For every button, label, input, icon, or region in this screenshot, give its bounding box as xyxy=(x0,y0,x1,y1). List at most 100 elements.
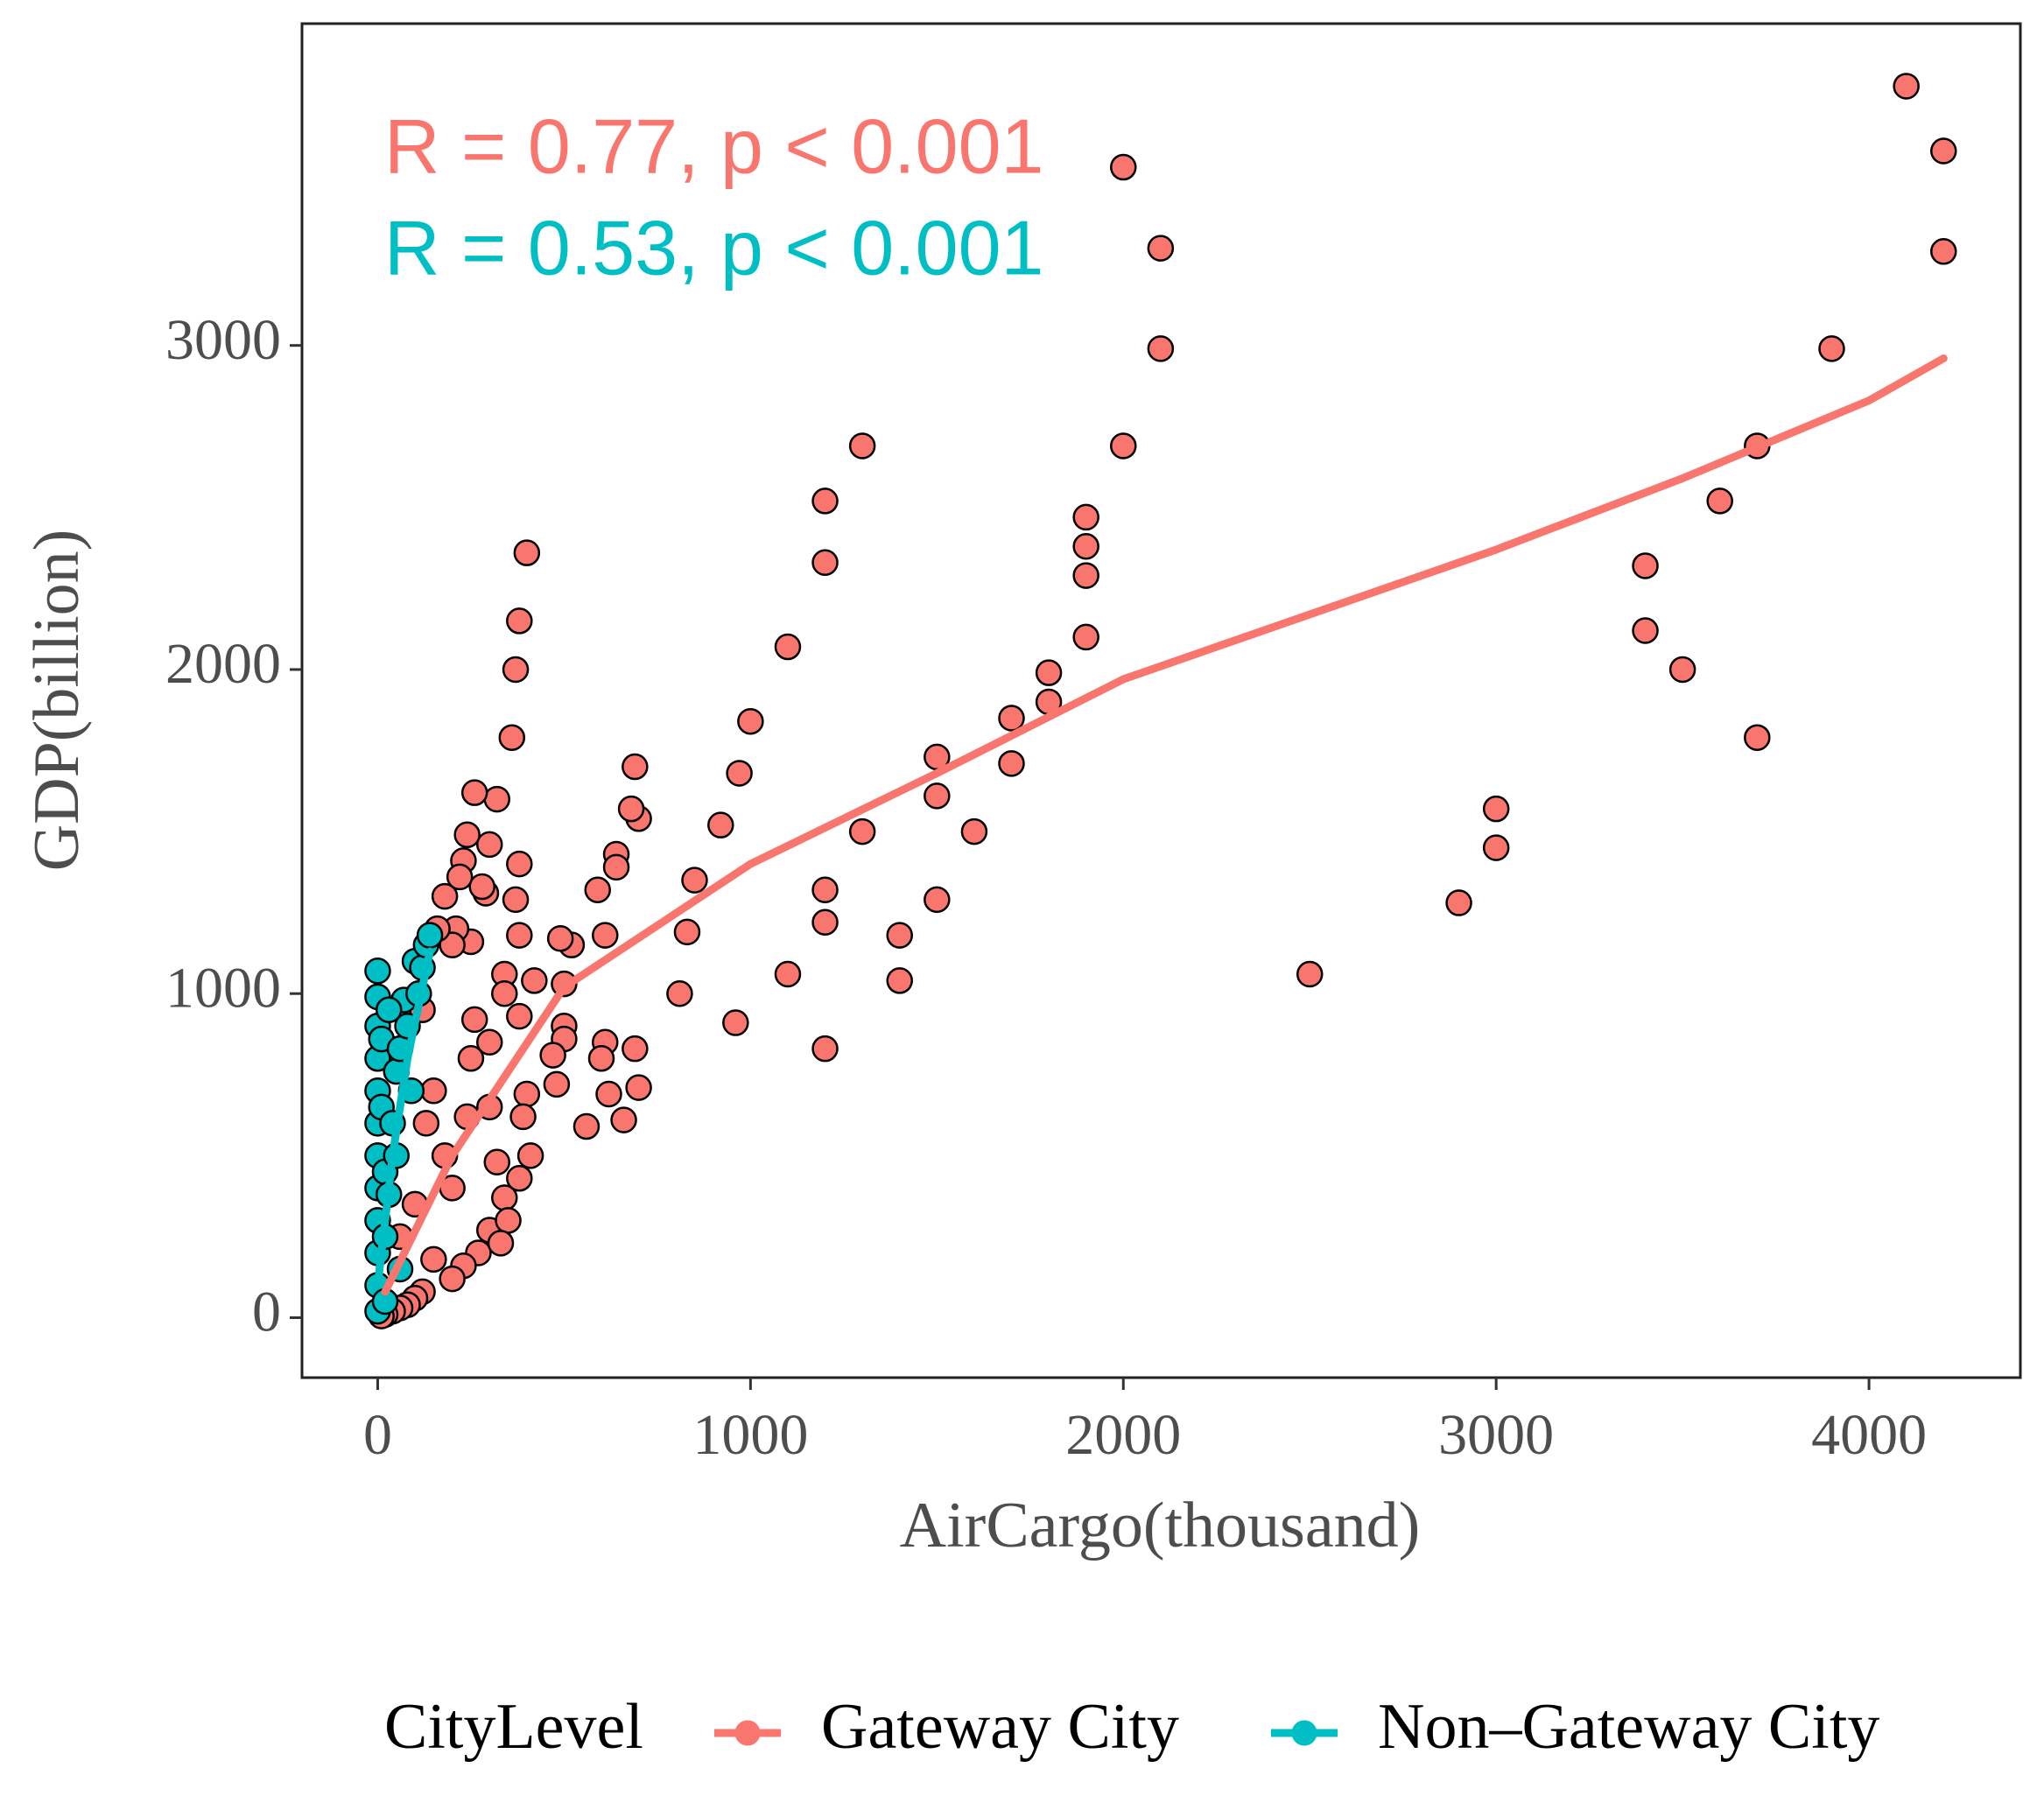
point xyxy=(539,1042,566,1069)
point xyxy=(673,918,701,946)
x-axis-title: AirCargo(thousand) xyxy=(900,1490,1421,1561)
point xyxy=(420,1245,447,1273)
point xyxy=(420,1077,447,1105)
point xyxy=(416,922,444,949)
point xyxy=(625,1074,652,1101)
annotation: R = 0.77, p < 0.001 xyxy=(384,102,1043,189)
point xyxy=(431,882,459,910)
point xyxy=(491,979,518,1007)
point xyxy=(506,850,533,878)
y-tick-label: 1000 xyxy=(165,956,281,1020)
point xyxy=(521,967,548,994)
legend-label: Gateway City xyxy=(821,1691,1179,1763)
point xyxy=(1632,552,1659,579)
point xyxy=(491,1184,518,1211)
point xyxy=(487,1230,515,1257)
point xyxy=(457,1045,485,1072)
point xyxy=(924,782,951,810)
point xyxy=(506,1002,533,1030)
point xyxy=(924,886,951,914)
point xyxy=(475,1028,503,1056)
point xyxy=(998,750,1025,777)
point xyxy=(681,866,708,894)
point xyxy=(439,1265,466,1293)
legend-title: CityLevel xyxy=(384,1691,643,1763)
x-tick-label: 4000 xyxy=(1811,1403,1927,1467)
point xyxy=(513,1080,541,1108)
point xyxy=(1147,335,1175,362)
x-tick-label: 1000 xyxy=(692,1403,808,1467)
point xyxy=(774,633,802,661)
point xyxy=(811,909,839,937)
point xyxy=(1744,724,1771,751)
point xyxy=(722,1009,749,1036)
point xyxy=(1147,235,1175,262)
point xyxy=(460,779,488,806)
point xyxy=(848,432,876,460)
point xyxy=(1482,795,1510,823)
point xyxy=(506,607,533,635)
point xyxy=(1072,562,1099,589)
point xyxy=(1668,656,1696,684)
annotation: R = 0.53, p < 0.001 xyxy=(384,204,1043,291)
legend-key-point xyxy=(734,1720,761,1746)
point xyxy=(622,753,649,781)
point xyxy=(509,1103,537,1131)
point xyxy=(587,1045,615,1072)
point xyxy=(998,705,1025,732)
point xyxy=(572,1112,601,1140)
point xyxy=(483,1148,510,1176)
fit-line xyxy=(373,947,434,1289)
point xyxy=(1296,960,1324,988)
point xyxy=(1035,659,1063,686)
x-tick-label: 2000 xyxy=(1065,1403,1181,1467)
point xyxy=(364,958,391,985)
point xyxy=(1893,73,1920,100)
legend-key-point xyxy=(1291,1720,1317,1746)
point xyxy=(617,795,645,823)
point xyxy=(1482,834,1510,861)
point xyxy=(498,724,526,751)
y-tick-label: 3000 xyxy=(165,308,281,372)
point xyxy=(886,967,913,994)
point xyxy=(412,1110,440,1137)
point xyxy=(516,1142,544,1169)
point xyxy=(483,785,510,813)
point xyxy=(468,873,495,901)
point xyxy=(592,922,619,949)
point xyxy=(666,979,693,1007)
point xyxy=(453,821,481,849)
point xyxy=(1818,335,1845,362)
point xyxy=(707,811,734,838)
x-tick-label: 0 xyxy=(363,1403,392,1467)
point xyxy=(584,876,611,903)
y-tick-label: 2000 xyxy=(165,632,281,696)
point xyxy=(726,760,753,787)
point xyxy=(811,876,839,903)
fit-line xyxy=(381,354,1948,1296)
point xyxy=(960,817,988,845)
point xyxy=(1072,503,1099,531)
point xyxy=(502,656,530,684)
point xyxy=(502,886,530,914)
point xyxy=(543,1070,571,1098)
point xyxy=(811,549,839,577)
point xyxy=(1632,617,1659,644)
point xyxy=(475,831,503,859)
point xyxy=(513,539,541,566)
x-tick-label: 3000 xyxy=(1438,1403,1554,1467)
y-tick-label: 0 xyxy=(252,1280,281,1344)
point xyxy=(495,1207,522,1234)
point xyxy=(506,1165,533,1192)
point xyxy=(460,1006,488,1034)
point xyxy=(886,922,913,949)
point xyxy=(622,1035,649,1063)
point xyxy=(595,1080,622,1108)
point xyxy=(1706,488,1733,515)
point xyxy=(446,863,474,891)
point xyxy=(1110,432,1137,460)
y-axis-title: GDP(billion) xyxy=(21,530,93,872)
legend-item: Non–Gateway City xyxy=(1271,1691,1879,1763)
point xyxy=(375,996,403,1023)
